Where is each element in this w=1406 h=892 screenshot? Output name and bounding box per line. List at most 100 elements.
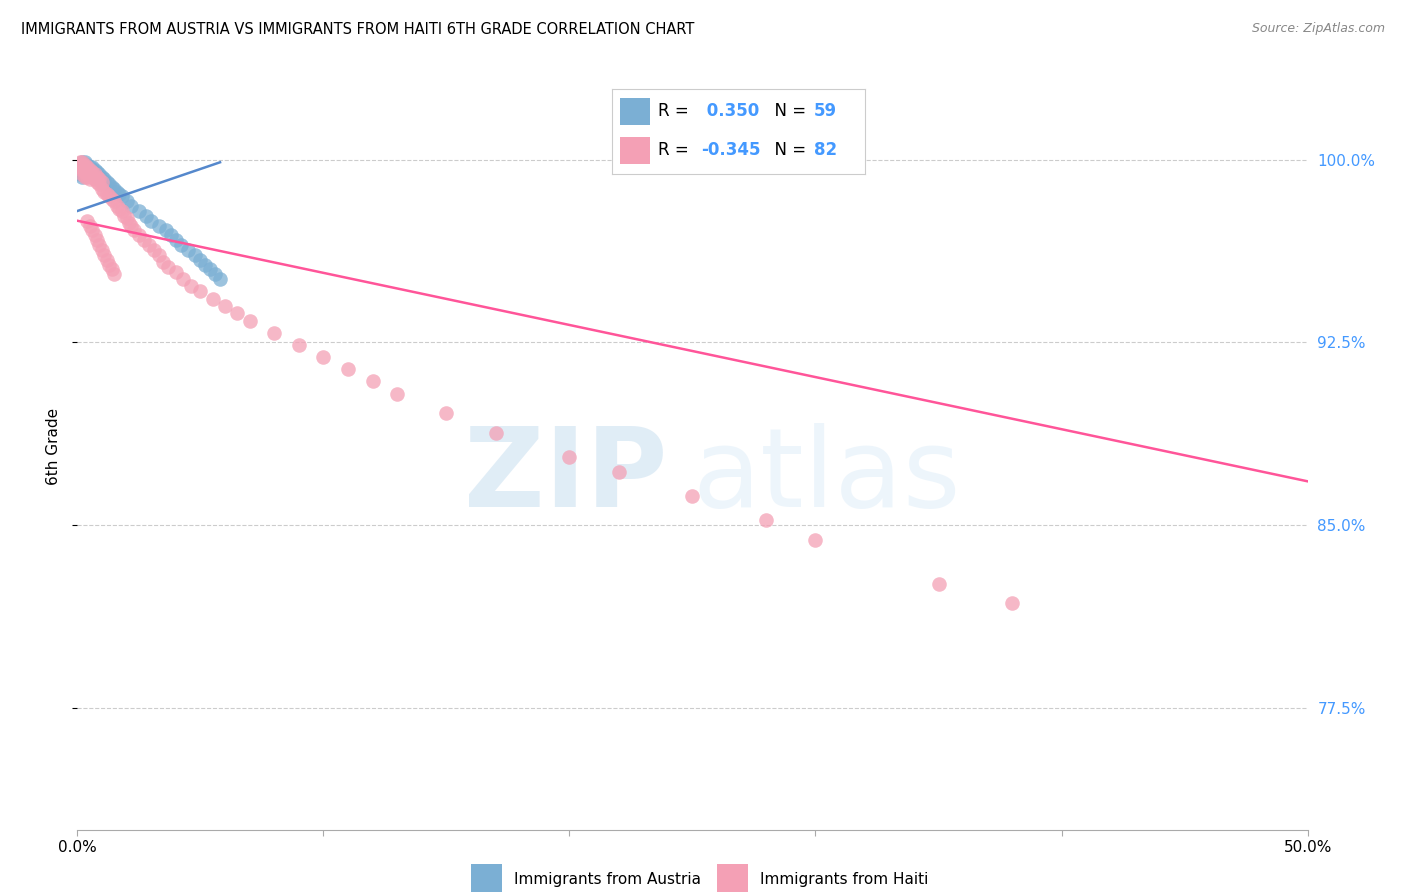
Point [111,189,132,203]
Point [160,228,183,243]
Point [90,175,114,189]
Point [76,158,98,172]
Point [69,160,91,174]
Point [804,533,827,547]
Text: IMMIGRANTS FROM AUSTRIA VS IMMIGRANTS FROM HAITI 6TH GRADE CORRELATION CHART: IMMIGRANTS FROM AUSTRIA VS IMMIGRANTS FR… [21,22,695,37]
Point [101,192,124,206]
Point [89,178,111,192]
Point [157,260,180,274]
Point [82,160,104,174]
Point [148,248,170,262]
Point [105,185,128,199]
Point [115,194,138,209]
Point [155,223,177,237]
Point [607,465,630,479]
Point [79,168,101,182]
Point [86,169,108,184]
Point [79,165,101,179]
Point [82,165,104,179]
Point [152,255,174,269]
Point [89,172,111,186]
Point [103,268,125,282]
Point [928,576,950,591]
Point [204,268,226,282]
Point [98,178,121,192]
Point [180,279,202,293]
Point [89,238,111,252]
Point [121,199,143,213]
Point [82,223,104,237]
Point [118,216,141,230]
Point [83,162,105,177]
Point [105,199,128,213]
Point [96,252,118,267]
Point [69,162,91,177]
Point [69,158,91,172]
Point [69,168,91,182]
Point [89,168,111,182]
Point [82,169,104,184]
Point [73,169,96,184]
Point [188,252,212,267]
Point [165,233,187,247]
Point [96,186,118,201]
Point [70,158,93,172]
Point [138,238,160,252]
Point [96,175,118,189]
Point [70,160,93,174]
Point [70,165,93,179]
Point [103,182,125,196]
Point [122,223,145,237]
Point [70,169,93,184]
Point [70,155,93,169]
Point [177,243,200,257]
Point [70,155,93,169]
Point [288,338,311,352]
Point [682,489,704,503]
Point [83,228,105,243]
Point [101,179,124,194]
Point [83,168,105,182]
Point [89,172,111,186]
Point [70,158,93,172]
Point [101,262,124,277]
Point [361,375,384,389]
Point [76,162,98,177]
Point [165,265,187,279]
Point [90,169,114,184]
Point [312,350,335,364]
Point [755,513,778,527]
Point [214,299,236,313]
Point [86,169,108,184]
Text: Immigrants from Austria: Immigrants from Austria [515,871,702,887]
Point [82,168,104,182]
Point [76,160,98,174]
Point [79,162,101,177]
Point [76,165,98,179]
Point [108,186,131,201]
Point [184,248,207,262]
Point [188,285,212,299]
Point [82,162,104,177]
Point [76,160,98,174]
Point [111,204,132,219]
Point [73,160,96,174]
Point [93,172,115,186]
Point [485,425,508,440]
Y-axis label: 6th Grade: 6th Grade [45,408,60,484]
Point [90,175,114,189]
Point [98,258,121,272]
Point [558,450,581,464]
Point [70,162,93,177]
Point [69,155,91,169]
Point [70,162,93,177]
Point [86,165,108,179]
Point [93,185,115,199]
Point [73,168,96,182]
Point [73,158,96,172]
Point [73,160,96,174]
Point [112,209,135,223]
Point [76,169,98,184]
Text: Source: ZipAtlas.com: Source: ZipAtlas.com [1251,22,1385,36]
Point [200,262,222,277]
